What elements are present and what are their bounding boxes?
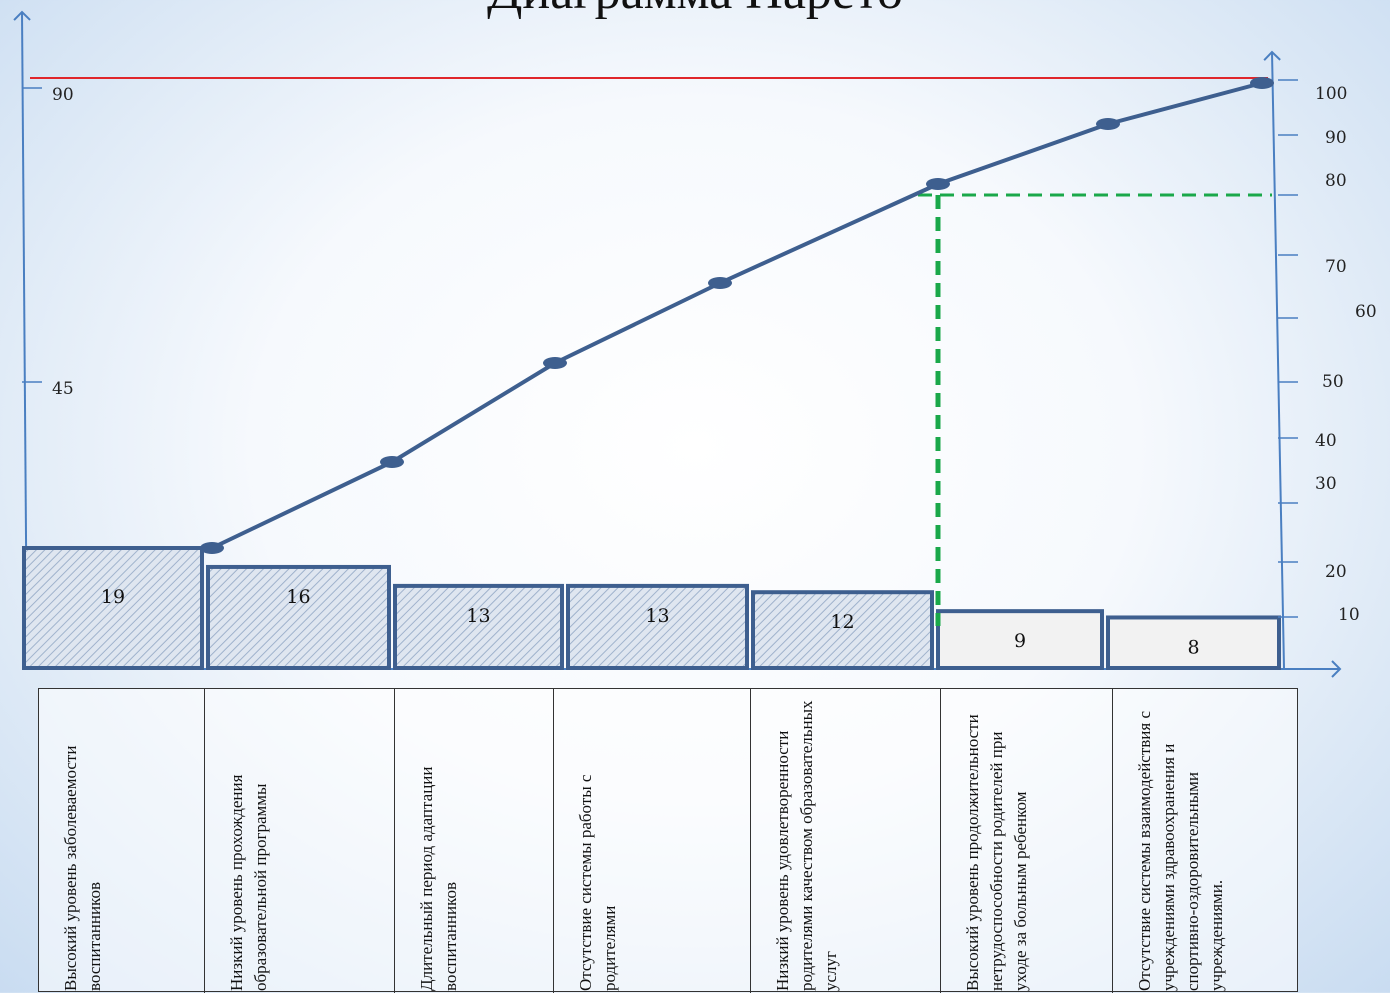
cumulative-point — [926, 178, 950, 190]
left-tick-label: 90 — [52, 85, 74, 105]
bar-value-label: 19 — [101, 586, 125, 608]
bar — [22, 546, 204, 670]
category-cell: Высокий уровень продолжительности нетруд… — [941, 689, 1113, 993]
cumulative-line-group — [200, 77, 1274, 554]
bar — [751, 590, 934, 670]
bar-value-label: 13 — [645, 605, 669, 627]
right-tick-label: 100 — [1315, 84, 1347, 104]
cumulative-point — [200, 542, 224, 554]
right-tick-label: 90 — [1325, 128, 1347, 148]
category-label: Низкий уровень удовлетворенности родител… — [773, 700, 840, 991]
bar-value-label: 9 — [1014, 630, 1026, 652]
ticks-group: 90 45 100 90 80 70 60 50 40 30 20 10 — [22, 79, 1377, 625]
right-tick-label: 30 — [1315, 474, 1337, 494]
left-tick-label: 45 — [52, 379, 74, 399]
bar — [206, 564, 391, 671]
category-label: Длительный период адаптации воспитаннико… — [417, 766, 460, 992]
bar-value-label: 12 — [830, 611, 854, 633]
cumulative-point — [1096, 118, 1120, 130]
bar — [393, 583, 564, 670]
category-cell: Длительный период адаптации воспитаннико… — [395, 689, 554, 993]
category-cell: Низкий уровень прохождения образовательн… — [205, 689, 395, 993]
right-tick-label: 40 — [1315, 431, 1337, 451]
right-tick-label: 80 — [1325, 171, 1347, 191]
chart-title: Диаграмма Парето — [0, 0, 1390, 21]
category-label: Отсутствие системы работы с родителями — [576, 774, 619, 991]
category-table: Высокий уровень заболеваемости воспитанн… — [38, 688, 1298, 993]
category-cell: Низкий уровень удовлетворенности родител… — [751, 689, 941, 993]
reference-lines-group — [30, 77, 1272, 626]
category-label: Низкий уровень прохождения образовательн… — [227, 774, 270, 991]
bar-value-label: 16 — [286, 586, 310, 608]
right-tick-label: 50 — [1322, 372, 1344, 392]
right-tick-label: 60 — [1355, 302, 1377, 322]
bar-value-label: 13 — [466, 605, 490, 627]
cumulative-point — [1250, 77, 1274, 89]
right-tick-label: 70 — [1325, 257, 1347, 277]
bar — [1106, 615, 1281, 671]
category-cell: Отсутствие системы взаимодействия с учре… — [1113, 689, 1298, 993]
cumulative-point — [543, 357, 567, 369]
cumulative-point — [708, 277, 732, 289]
right-axis — [1263, 50, 1285, 669]
bars-group: 19 16 13 13 12 9 8 — [22, 546, 1281, 671]
category-label: Высокий уровень заболеваемости воспитанн… — [61, 745, 104, 991]
category-cell: Высокий уровень заболеваемости воспитанн… — [39, 689, 205, 993]
bar — [566, 583, 749, 670]
bar-value-label: 8 — [1187, 636, 1199, 658]
category-cell: Отсутствие системы работы с родителями — [554, 689, 751, 993]
category-label: Отсутствие системы взаимодействия с учре… — [1135, 710, 1226, 991]
category-label: Высокий уровень продолжительности нетруд… — [963, 714, 1030, 991]
right-tick-label: 20 — [1325, 562, 1347, 582]
cumulative-point — [380, 456, 404, 468]
pareto-chart: 19 16 13 13 12 9 8 90 45 100 90 80 70 60 50 40 30 20 10 — [13, 10, 1377, 678]
cumulative-line — [211, 81, 1263, 550]
right-tick-label: 10 — [1338, 605, 1360, 625]
bar — [936, 609, 1104, 671]
